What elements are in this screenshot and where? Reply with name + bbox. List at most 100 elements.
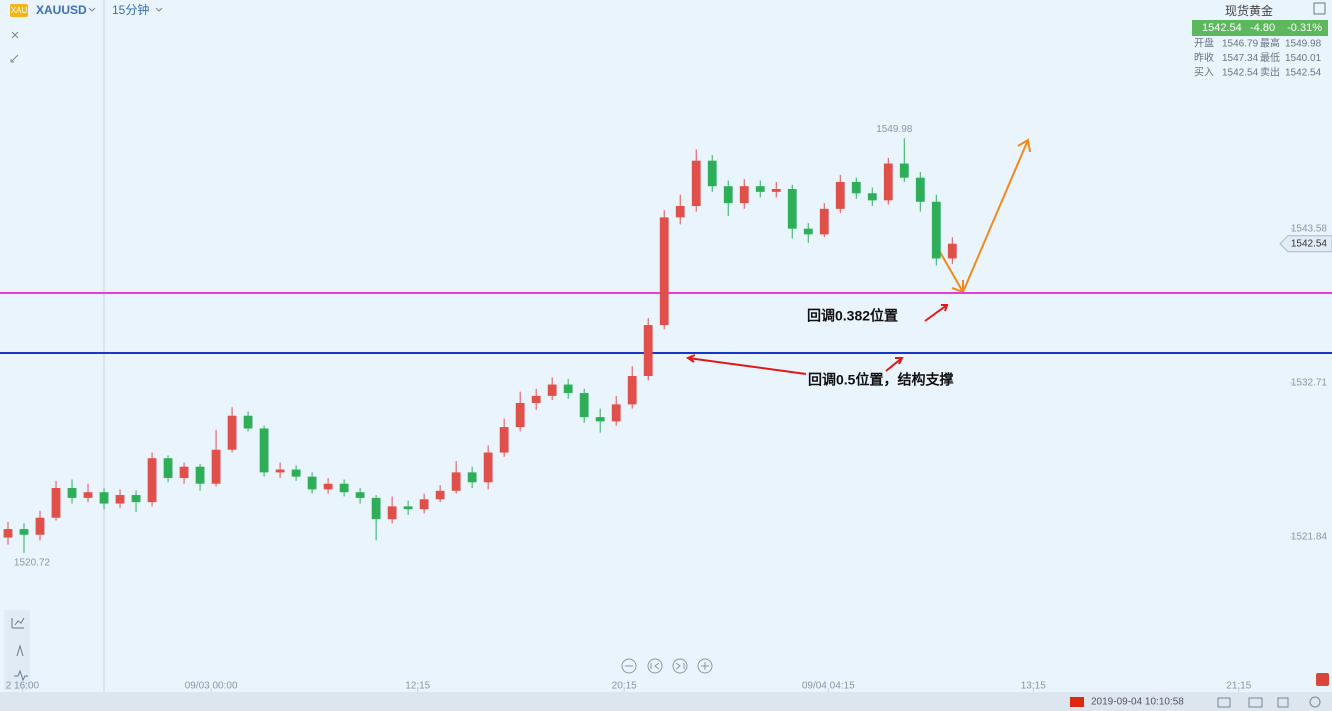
candle-body <box>787 189 797 229</box>
candle-body <box>35 517 45 535</box>
candle-body <box>611 404 621 422</box>
candle-body <box>531 395 541 403</box>
quote-cell: 卖出 <box>1260 66 1280 79</box>
nav-buttons[interactable] <box>621 658 713 674</box>
candle-body <box>467 472 477 483</box>
candle-body <box>915 177 925 202</box>
quote-cell: 1549.98 <box>1285 39 1322 50</box>
quote-cell: 最高 <box>1260 37 1280 50</box>
x-tick-label: 09/04 04:15 <box>802 681 855 692</box>
candle-body <box>339 483 349 493</box>
candle-body <box>275 469 285 473</box>
candle-body <box>147 458 157 503</box>
candle-body <box>499 427 509 453</box>
candle-body <box>835 181 845 209</box>
projection-arrows <box>939 138 1031 295</box>
status-bar <box>0 692 1332 711</box>
x-tick-label: 21:15 <box>1226 681 1251 692</box>
price-tag <box>1279 235 1332 253</box>
x-tick-label: 20:15 <box>612 681 637 692</box>
toolbar-icons[interactable] <box>11 617 28 682</box>
pointer-arrows <box>685 304 949 375</box>
candle-body <box>67 487 77 498</box>
candle-body <box>451 472 461 491</box>
candle-body <box>803 228 813 235</box>
candle-body <box>691 160 701 207</box>
status-icons[interactable] <box>1217 696 1321 708</box>
level-label: 回调0.5位置，结构支撑 <box>808 372 953 388</box>
candle-body <box>163 458 173 479</box>
candle-body <box>387 506 397 520</box>
candle-body <box>739 186 749 204</box>
candle-body <box>403 506 413 510</box>
candle-body <box>179 466 189 479</box>
candle-body <box>931 201 941 259</box>
badge-text: XAU <box>11 6 28 15</box>
candle-body <box>851 181 861 194</box>
level-label: 回调0.382位置 <box>807 308 898 324</box>
candle-body <box>867 193 877 201</box>
x-tick-label: 2 16:00 <box>6 681 40 692</box>
candle-body <box>51 487 61 518</box>
candle-body <box>371 497 381 520</box>
symbol[interactable]: XAUUSD <box>36 3 87 17</box>
tool-icons[interactable] <box>10 31 19 63</box>
quote-change: -4.80 <box>1250 22 1275 34</box>
y-tick-label: 1543.58 <box>1291 224 1328 235</box>
candle-body <box>899 163 909 178</box>
candle-body <box>723 186 733 204</box>
candle-body <box>563 384 573 394</box>
quote-cell: 昨收 <box>1194 51 1214 64</box>
quote-cell: 1546.79 <box>1222 39 1259 50</box>
quote-name: 现货黄金 <box>1225 3 1273 18</box>
candle-body <box>115 495 125 504</box>
candle-body <box>547 384 557 396</box>
interval[interactable]: 15分钟 <box>112 2 149 17</box>
quote-change-pct: -0.31% <box>1287 22 1322 34</box>
candle-body <box>435 490 445 500</box>
candle-body <box>227 415 237 450</box>
candle-body <box>483 452 493 483</box>
quote-cell: 买入 <box>1194 67 1214 79</box>
low-label: 1520.72 <box>14 558 51 569</box>
candle-body <box>19 529 29 535</box>
x-tick-label: 13:15 <box>1021 681 1046 692</box>
candle-body <box>659 217 669 326</box>
high-label: 1549.98 <box>876 124 913 135</box>
y-tick-label: 1532.71 <box>1291 378 1328 389</box>
candle-body <box>211 449 221 484</box>
candle-body <box>819 208 829 235</box>
candle-body <box>355 492 365 498</box>
candle-body <box>707 160 717 187</box>
panel-icon[interactable] <box>1313 2 1326 15</box>
candle-body <box>259 428 269 473</box>
candle-body <box>771 189 781 192</box>
candle-body <box>291 469 301 477</box>
candle-body <box>243 415 253 429</box>
candle-body <box>307 476 317 490</box>
quote-cell: 1542.54 <box>1285 68 1322 79</box>
candle-body <box>515 402 525 428</box>
alert-icon[interactable] <box>1316 673 1329 686</box>
quote-cell: 1540.01 <box>1285 53 1322 64</box>
candle-body <box>83 492 93 498</box>
clock: 2019-09-04 10:10:58 <box>1091 697 1184 708</box>
candle-body <box>883 163 893 201</box>
quote-bar <box>1192 20 1328 36</box>
candle-body <box>755 186 765 192</box>
candle-body <box>579 393 589 418</box>
candle-body <box>131 495 141 503</box>
quote-price: 1542.54 <box>1202 22 1242 34</box>
candle-body <box>675 206 685 218</box>
flag <box>1070 697 1084 707</box>
candle-body <box>643 325 653 377</box>
x-tick-label: 09/03 00:00 <box>185 681 238 692</box>
symbol-badge <box>10 4 28 17</box>
quote-cell: 1547.34 <box>1222 53 1259 64</box>
quote-cell: 1542.54 <box>1222 68 1259 79</box>
price-tag-label: 1542.54 <box>1291 238 1328 249</box>
x-tick-label: 12:15 <box>405 681 430 692</box>
quote-cell: 最低 <box>1260 51 1280 64</box>
